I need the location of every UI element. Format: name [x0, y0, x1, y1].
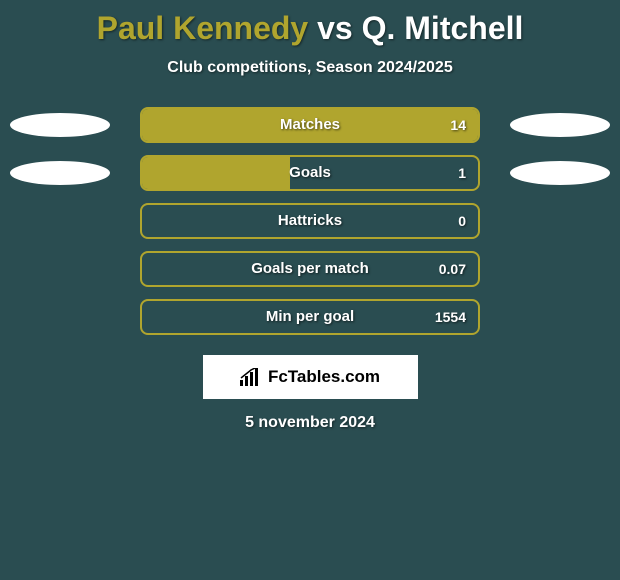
right-ellipse: [510, 113, 610, 137]
vs-text: vs: [317, 10, 353, 46]
stat-label: Goals: [142, 157, 478, 189]
brand-logo: FcTables.com: [203, 355, 418, 399]
stat-bar: Matches14: [140, 107, 480, 143]
stat-label: Min per goal: [142, 301, 478, 333]
stat-row: Min per goal1554: [0, 299, 620, 335]
stat-label: Hattricks: [142, 205, 478, 237]
left-ellipse: [10, 113, 110, 137]
comparison-container: Paul Kennedy vs Q. Mitchell Club competi…: [0, 0, 620, 442]
stat-row: Hattricks0: [0, 203, 620, 239]
stat-value-right: 1554: [435, 301, 466, 333]
stat-value-right: 0: [458, 205, 466, 237]
player1-name: Paul Kennedy: [97, 10, 309, 46]
stat-label: Matches: [142, 109, 478, 141]
page-title: Paul Kennedy vs Q. Mitchell: [0, 10, 620, 47]
stat-value-right: 1: [458, 157, 466, 189]
player2-name: Q. Mitchell: [362, 10, 524, 46]
stat-row: Goals1: [0, 155, 620, 191]
stat-bar: Hattricks0: [140, 203, 480, 239]
right-ellipse: [510, 161, 610, 185]
stat-row: Goals per match0.07: [0, 251, 620, 287]
stat-bar: Min per goal1554: [140, 299, 480, 335]
subtitle: Club competitions, Season 2024/2025: [0, 59, 620, 77]
stat-bar: Goals per match0.07: [140, 251, 480, 287]
stat-value-right: 0.07: [439, 253, 466, 285]
stat-row: Matches14: [0, 107, 620, 143]
stat-label: Goals per match: [142, 253, 478, 285]
stat-bar: Goals1: [140, 155, 480, 191]
brand-text: FcTables.com: [268, 367, 380, 387]
footer-date: 5 november 2024: [0, 414, 620, 432]
stats-area: Matches14 Goals1 Hattricks0 Goals per match…: [0, 107, 620, 335]
chart-icon: [240, 368, 262, 386]
stat-value-right: 14: [450, 109, 466, 141]
left-ellipse: [10, 161, 110, 185]
